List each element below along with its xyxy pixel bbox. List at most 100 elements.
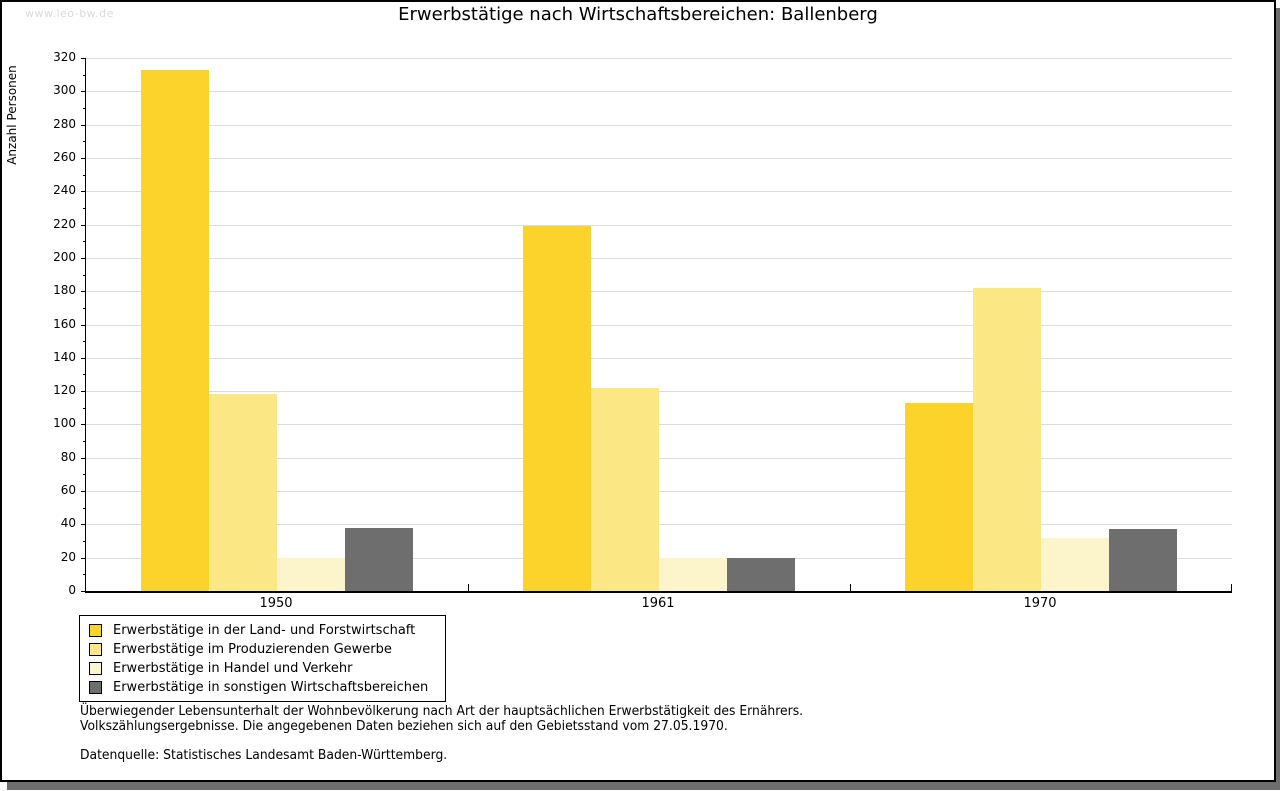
y-tick-label: 200	[53, 249, 76, 264]
y-tick-label: 260	[53, 149, 76, 164]
x-tick	[1231, 584, 1232, 591]
y-tick-label: 280	[53, 116, 76, 131]
legend-item-label: Erwerbstätige in sonstigen Wirtschaftsbe…	[113, 680, 429, 695]
bar	[1041, 537, 1109, 591]
y-minor-tick	[83, 474, 86, 476]
legend-swatch	[89, 662, 102, 675]
footnotes: Überwiegender Lebensunterhalt der Wohnbe…	[80, 704, 803, 763]
footnote-source: Datenquelle: Statistisches Landesamt Bad…	[80, 748, 448, 763]
footnote-line: Volkszählungsergebnisse. Die angegebenen…	[80, 719, 728, 734]
y-tick-label: 180	[53, 283, 76, 298]
y-minor-tick	[83, 174, 86, 176]
y-minor-tick	[83, 241, 86, 243]
bar	[523, 226, 591, 591]
gridline	[86, 491, 1232, 493]
gridline	[86, 224, 1232, 226]
y-tick	[81, 291, 86, 293]
y-tick	[81, 357, 86, 359]
y-tick	[81, 457, 86, 459]
y-tick	[81, 157, 86, 159]
x-tick	[468, 584, 469, 591]
y-minor-tick	[83, 107, 86, 109]
legend-swatch	[89, 681, 102, 694]
legend-item-label: Erwerbstätige in Handel und Verkehr	[113, 661, 353, 676]
bar	[141, 69, 209, 591]
legend-item: Erwerbstätige in der Land- und Forstwirt…	[89, 621, 441, 640]
y-tick	[81, 124, 86, 126]
gridline	[86, 424, 1232, 426]
legend-item: Erwerbstätige in sonstigen Wirtschaftsbe…	[89, 678, 441, 697]
y-tick-label: 240	[53, 183, 76, 198]
y-tick	[81, 424, 86, 426]
y-tick	[81, 391, 86, 393]
bar	[973, 287, 1041, 591]
gridline	[86, 357, 1232, 359]
legend-swatch	[89, 643, 102, 656]
y-minor-tick	[83, 541, 86, 543]
footnote-line: Überwiegender Lebensunterhalt der Wohnbe…	[80, 704, 804, 719]
x-category-label: 1970	[1023, 596, 1057, 611]
bar	[727, 557, 795, 591]
y-tick	[81, 324, 86, 326]
bar	[905, 402, 973, 591]
y-tick-label: 220	[53, 216, 76, 231]
plot-area: 0 20 40 60 80 100 120 140 160 180 200 220 240 260 280 3…	[53, 51, 1232, 597]
y-tick-label: 100	[53, 416, 76, 431]
y-minor-tick	[83, 307, 86, 309]
y-tick	[81, 591, 86, 592]
y-tick-label: 0	[68, 583, 76, 597]
y-axis-title: Anzahl Personen	[5, 65, 19, 165]
y-minor-tick	[83, 74, 86, 76]
gridline	[86, 391, 1232, 393]
legend: Erwerbstätige in der Land- und Forstwirt…	[79, 615, 446, 702]
gridline	[86, 524, 1232, 526]
y-tick	[81, 524, 86, 526]
y-minor-tick	[83, 141, 86, 143]
legend-item-label: Erwerbstätige im Produzierenden Gewerbe	[113, 642, 392, 657]
y-tick	[81, 257, 86, 259]
x-category-label: 1961	[641, 596, 675, 611]
gridline	[86, 291, 1232, 293]
gridline	[86, 257, 1232, 259]
chart-title: Erwerbstätige nach Wirtschaftsbereichen:…	[398, 4, 878, 25]
y-tick	[81, 224, 86, 226]
bar	[591, 387, 659, 591]
y-tick	[81, 191, 86, 193]
x-category-label: 1950	[259, 596, 293, 611]
y-tick-label: 120	[53, 383, 76, 398]
gridline	[86, 191, 1232, 193]
y-minor-tick	[83, 574, 86, 576]
bar	[659, 557, 727, 591]
gridline	[86, 58, 1232, 59]
y-minor-tick	[83, 274, 86, 276]
y-tick-label: 20	[60, 549, 76, 564]
bar	[1109, 529, 1177, 591]
legend-item: Erwerbstätige in Handel und Verkehr	[89, 659, 441, 678]
legend-item-label: Erwerbstätige in der Land- und Forstwirt…	[113, 623, 416, 638]
bar	[209, 394, 277, 591]
y-tick-label: 320	[53, 50, 76, 64]
gridline	[86, 457, 1232, 459]
y-tick-label: 60	[60, 483, 76, 498]
x-tick	[850, 584, 851, 591]
y-tick-label: 300	[53, 83, 76, 98]
legend-swatch	[89, 624, 102, 637]
gridline	[86, 324, 1232, 326]
gridline	[86, 124, 1232, 126]
y-minor-tick	[83, 341, 86, 343]
watermark: www.leo-bw.de	[25, 7, 114, 20]
y-tick	[81, 491, 86, 493]
y-tick	[81, 91, 86, 93]
bar	[277, 557, 345, 591]
y-tick	[81, 557, 86, 559]
y-tick-label: 40	[60, 516, 76, 531]
y-tick-label: 160	[53, 316, 76, 331]
y-tick-label: 80	[60, 449, 76, 464]
gridline	[86, 157, 1232, 159]
y-minor-tick	[83, 374, 86, 376]
y-tick-label: 140	[53, 349, 76, 364]
gridline	[86, 91, 1232, 93]
bar	[345, 527, 413, 591]
legend-item: Erwerbstätige im Produzierenden Gewerbe	[89, 640, 441, 659]
